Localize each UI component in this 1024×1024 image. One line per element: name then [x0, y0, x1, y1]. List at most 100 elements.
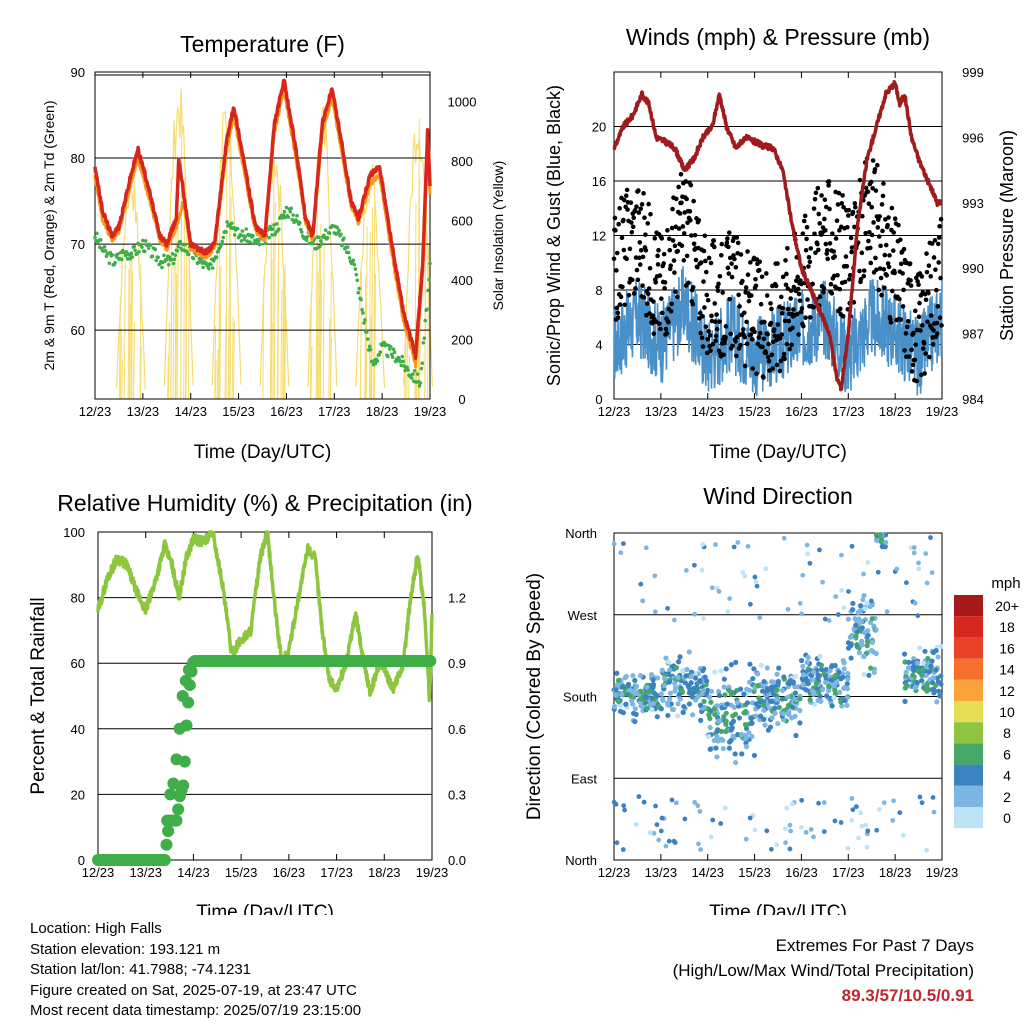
- gust-point: [937, 224, 942, 229]
- gust-point: [640, 254, 646, 260]
- gust-point: [928, 313, 934, 318]
- direction-point: [742, 722, 749, 728]
- direction-point: [824, 693, 830, 699]
- gust-point: [711, 244, 717, 250]
- direction-point: [654, 822, 660, 828]
- gust-point: [877, 266, 883, 271]
- direction-point: [650, 677, 656, 683]
- gust-point: [900, 304, 906, 309]
- dewpoint-point: [232, 233, 237, 237]
- direction-point: [879, 544, 885, 549]
- gust-point: [806, 264, 811, 269]
- direction-point: [917, 645, 923, 651]
- direction-point: [672, 840, 678, 845]
- direction-point: [647, 830, 653, 835]
- direction-point: [840, 674, 846, 680]
- solar-mark: [229, 196, 232, 400]
- dewpoint-point: [428, 261, 432, 266]
- gust-point: [727, 296, 733, 302]
- direction-point: [613, 687, 619, 693]
- direction-point: [757, 699, 763, 705]
- direction-point: [883, 539, 889, 545]
- gust-point: [617, 302, 623, 307]
- direction-point: [761, 716, 767, 723]
- solar-mark: [280, 289, 283, 400]
- direction-point: [850, 807, 856, 813]
- direction-point: [621, 803, 627, 809]
- gust-point: [737, 304, 742, 309]
- gust-point: [913, 275, 919, 281]
- direction-point: [636, 794, 642, 799]
- gust-point: [901, 287, 906, 293]
- gust-point: [848, 235, 854, 241]
- gust-point: [756, 267, 762, 273]
- gust-point: [749, 337, 755, 342]
- direction-point: [637, 673, 644, 679]
- gust-point: [918, 328, 923, 333]
- gust-point: [834, 218, 840, 223]
- gust-point: [681, 258, 687, 263]
- gust-point: [874, 267, 879, 273]
- y2-tick-label: 400: [451, 273, 473, 288]
- dewpoint-point: [291, 213, 295, 217]
- direction-point: [632, 677, 638, 684]
- direction-point: [853, 804, 859, 810]
- direction-point: [785, 694, 791, 700]
- direction-point: [718, 728, 724, 734]
- direction-point: [746, 730, 752, 736]
- gust-point: [890, 248, 896, 253]
- direction-point: [774, 697, 780, 703]
- gust-point: [733, 339, 738, 344]
- dewpoint-point: [107, 261, 112, 266]
- direction-point: [783, 840, 789, 846]
- dewpoint-point: [384, 342, 388, 347]
- dewpoint-point: [187, 252, 191, 257]
- dewpoint-point: [422, 336, 427, 340]
- y-tick-label: 60: [71, 656, 85, 671]
- direction-point: [718, 736, 724, 742]
- precip-point: [179, 674, 192, 687]
- solar-mark: [218, 305, 221, 400]
- direction-point: [795, 684, 801, 690]
- direction-point: [733, 759, 739, 766]
- solar-mark: [317, 332, 320, 400]
- solar-mark: [216, 354, 219, 400]
- direction-point: [938, 681, 944, 687]
- gust-point: [926, 290, 931, 296]
- gust-point: [845, 213, 851, 218]
- direction-point: [903, 669, 909, 675]
- direction-point: [707, 725, 713, 731]
- gust-point: [645, 221, 651, 226]
- dewpoint-point: [388, 344, 393, 349]
- direction-point: [924, 847, 930, 853]
- gust-point: [717, 273, 723, 279]
- direction-point: [754, 671, 761, 677]
- legend-label: 20+: [995, 598, 1019, 614]
- precip-point: [170, 753, 183, 766]
- x-tick-label: 14/23: [691, 865, 724, 880]
- gust-point: [796, 332, 801, 337]
- direction-point: [721, 684, 727, 690]
- dewpoint-point: [169, 257, 174, 262]
- gust-point: [712, 319, 718, 325]
- solar-mark: [406, 329, 409, 400]
- dewpoint-point: [257, 242, 262, 247]
- gust-point: [611, 256, 617, 262]
- direction-point: [666, 838, 672, 844]
- direction-point: [938, 643, 944, 649]
- direction-point: [793, 732, 799, 739]
- direction-point: [768, 684, 775, 690]
- gust-point: [699, 335, 705, 341]
- gust-point: [762, 319, 767, 325]
- gust-point: [615, 315, 621, 320]
- direction-point: [786, 709, 792, 715]
- direction-point: [721, 676, 727, 682]
- chart-title: Wind Direction: [703, 483, 853, 509]
- dewpoint-point: [391, 347, 396, 352]
- gust-point: [869, 232, 875, 238]
- direction-point: [849, 796, 855, 801]
- gust-point: [911, 330, 916, 336]
- dewpoint-point: [405, 365, 409, 369]
- x-axis-label: Time (Day/UTC): [194, 442, 332, 463]
- direction-point: [890, 818, 896, 823]
